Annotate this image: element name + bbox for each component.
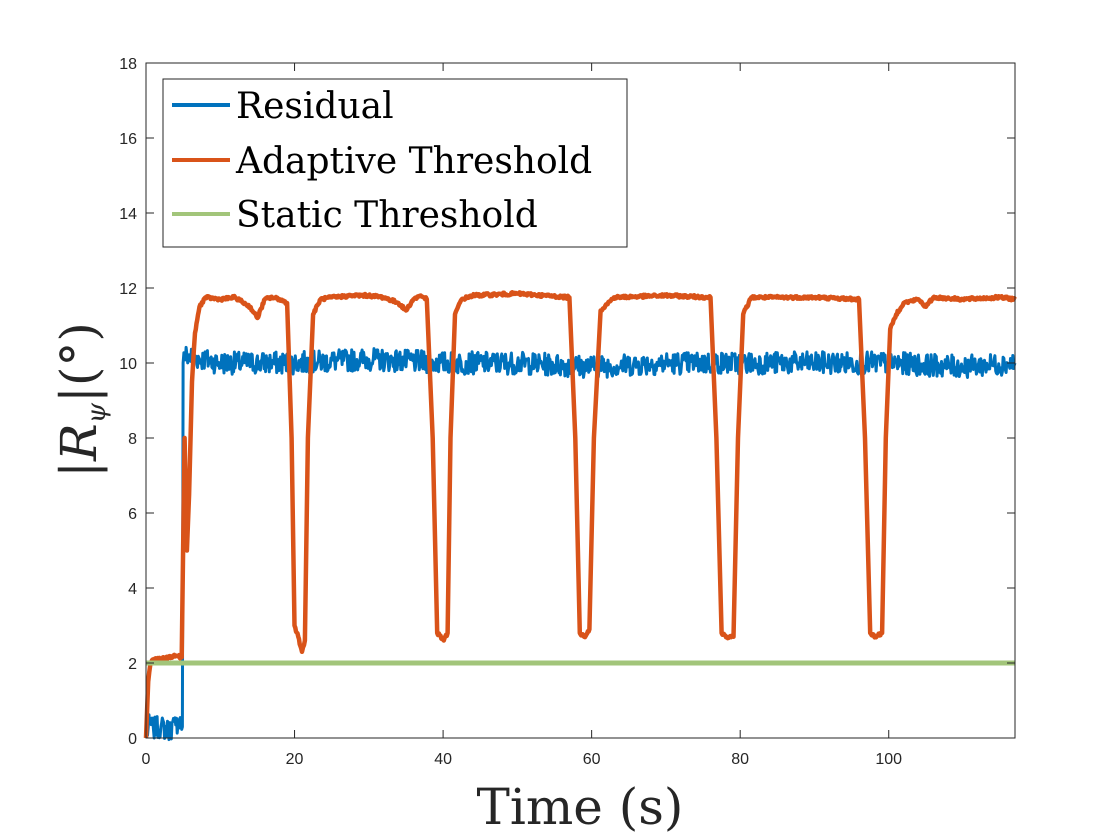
y-tick-label: 14 xyxy=(119,206,137,223)
legend-label-static-threshold: Static Threshold xyxy=(236,195,538,236)
y-tick-label: 18 xyxy=(119,56,137,73)
ticks-layer: 0 20 40 60 80 100 0 2 4 6 8 10 12 14 16 18 xyxy=(119,56,1015,768)
x-tick-label: 0 xyxy=(142,751,151,768)
series-line-adaptive-threshold xyxy=(143,290,1017,739)
y-axis-title-symbol: R xyxy=(50,423,108,462)
y-axis-title-text: |Rψ|(°) xyxy=(50,322,112,478)
legend-box xyxy=(162,78,628,248)
y-tick-label: 2 xyxy=(128,656,137,673)
y-axis-title-unit: (°) xyxy=(50,322,108,386)
plot-frame xyxy=(145,62,1016,739)
y-tick-label: 12 xyxy=(119,281,137,298)
y-tick-label: 8 xyxy=(128,431,137,448)
y-tick-label: 10 xyxy=(119,356,137,373)
series-line-residual xyxy=(144,345,1017,742)
y-axis-title: |Rψ|(°) xyxy=(50,322,112,478)
y-tick-label: 4 xyxy=(128,581,137,598)
y-tick-label: 0 xyxy=(128,731,137,748)
y-axis-title-close: | xyxy=(50,386,108,403)
y-tick-label: 16 xyxy=(119,131,137,148)
x-tick-label: 100 xyxy=(875,751,902,768)
legend-label-residual: Residual xyxy=(236,86,394,127)
x-axis-title: Time (s) xyxy=(477,778,684,836)
x-tick-label: 20 xyxy=(286,751,304,768)
x-tick-label: 80 xyxy=(731,751,749,768)
x-tick-label: 60 xyxy=(583,751,601,768)
y-tick-label: 6 xyxy=(128,506,137,523)
legend: Residual Adaptive Threshold Static Thres… xyxy=(162,78,628,248)
y-axis-title-subscript: ψ xyxy=(82,402,112,423)
x-tick-label: 40 xyxy=(434,751,452,768)
legend-label-adaptive-threshold: Adaptive Threshold xyxy=(235,141,592,182)
series-layer xyxy=(143,290,1017,742)
y-axis-title-open: | xyxy=(50,461,108,478)
